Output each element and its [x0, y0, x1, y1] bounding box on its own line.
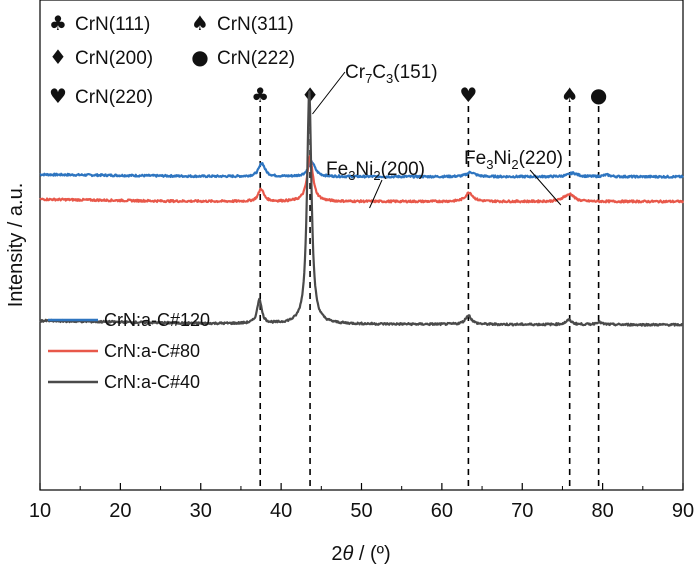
legend-label: CrN:a-C#120 [104, 310, 210, 330]
phase-symbol: ♠ [191, 11, 209, 35]
annotation-arrow [312, 71, 346, 115]
x-tick-label: 50 [350, 500, 372, 522]
legend-label: CrN:a-C#80 [104, 341, 200, 361]
reference-symbol: ● [590, 83, 607, 107]
x-tick-label: 90 [672, 500, 694, 522]
x-axis-ticks: 10 20 30 40 50 60 70 80 90 [29, 483, 694, 522]
x-tick-label: 40 [270, 500, 292, 522]
annotation-fe3ni2-200: Fe3Ni2(200) [326, 159, 425, 183]
phase-label: CrN(200) [75, 48, 153, 69]
phase-symbol: ♣ [49, 11, 67, 35]
x-tick-label: 70 [511, 500, 533, 522]
phase-label: CrN(111) [75, 14, 150, 35]
peak-annotations: Cr7C3(151) Fe3Ni2(200) Fe3Ni2(220) [312, 62, 563, 209]
phase-label: CrN(222) [217, 48, 295, 69]
phase-symbol: ♥ [49, 84, 67, 108]
series-line [39, 154, 685, 204]
reference-symbol: ♥ [459, 83, 477, 107]
x-tick-label: 80 [592, 500, 614, 522]
annotation-cr7c3: Cr7C3(151) [345, 62, 438, 86]
series-layer [39, 90, 685, 327]
reference-symbol: ♠ [561, 83, 579, 107]
x-tick-label: 30 [190, 500, 212, 522]
phase-symbol: ♦ [49, 45, 67, 69]
x-tick-label: 10 [29, 500, 51, 522]
legend-label: CrN:a-C#40 [104, 372, 200, 392]
annotation-fe3ni2-220: Fe3Ni2(220) [464, 148, 563, 172]
annotation-arrow [529, 169, 562, 206]
x-tick-label: 60 [431, 500, 453, 522]
annotation-arrow [369, 179, 383, 209]
x-axis-title: 2θ / (º) [331, 543, 390, 565]
reference-symbol: ♣ [251, 83, 269, 107]
y-axis-title: Intensity / a.u. [5, 183, 27, 308]
series-line [39, 159, 684, 179]
series-line [39, 90, 684, 327]
x-tick-label: 20 [109, 500, 131, 522]
series-legend: CrN:a-C#120 CrN:a-C#80 CrN:a-C#40 [48, 310, 210, 392]
phase-label: CrN(311) [217, 14, 294, 35]
phase-legend: ♣ CrN(111) ♠ CrN(311) ♦ CrN(200) ● CrN(222) ♥ CrN… [49, 11, 295, 108]
phase-symbol: ● [191, 45, 208, 69]
phase-label: CrN(220) [75, 87, 153, 108]
reference-lines: ♣ ♦ ♥ ♠ ● [251, 83, 607, 490]
